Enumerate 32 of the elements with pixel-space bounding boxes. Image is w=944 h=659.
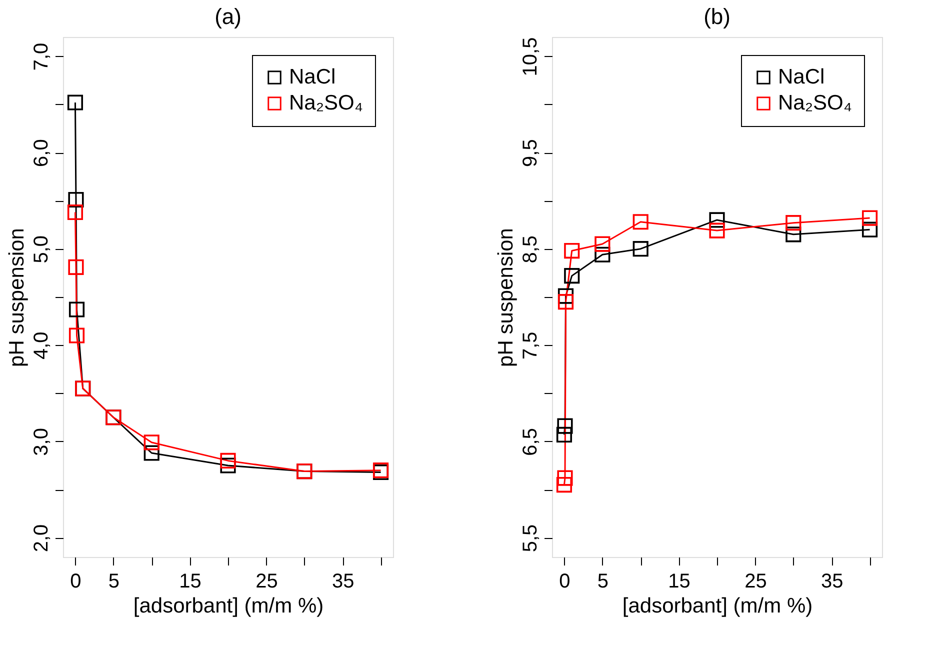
chart-title: (b) <box>704 4 730 29</box>
x-tick-label: 25 <box>744 570 767 592</box>
y-tick-label: 8,5 <box>520 235 542 264</box>
y-tick-label: 4,0 <box>30 332 52 360</box>
y-tick-label: 2,0 <box>30 524 52 552</box>
y-tick-label: 3,0 <box>30 428 52 456</box>
y-tick-label: 6,5 <box>520 428 542 456</box>
y-tick-label: 5,5 <box>520 524 542 552</box>
y-tick-label: 9,5 <box>520 139 542 167</box>
y-axis-title: pH suspension <box>6 228 28 367</box>
legend-label: NaCl <box>778 66 825 88</box>
x-tick-label: 0 <box>70 570 82 592</box>
x-tick-label: 15 <box>668 570 690 592</box>
y-tick-label: 6,0 <box>30 139 52 167</box>
x-tick-label: 15 <box>179 570 202 592</box>
y-tick-label: 7,0 <box>30 42 52 71</box>
legend-label: Na₂SO₄ <box>289 92 363 114</box>
y-tick-label: 10,5 <box>520 37 542 76</box>
x-tick-label: 0 <box>559 570 570 592</box>
x-tick-label: 35 <box>332 570 354 592</box>
x-axis-title: [adsorbant] (m/m %) <box>133 594 324 618</box>
chart-title: (a) <box>214 4 242 29</box>
legend-label: NaCl <box>289 66 336 88</box>
x-tick-label: 5 <box>597 570 608 592</box>
x-tick-label: 5 <box>108 570 120 592</box>
x-tick-label: 25 <box>256 570 278 592</box>
legend-label: Na₂SO₄ <box>778 92 852 114</box>
y-axis-title: pH suspension <box>494 228 518 367</box>
x-tick-label: 35 <box>820 570 844 592</box>
y-tick-label: 5,0 <box>30 235 52 264</box>
y-tick-label: 7,5 <box>520 332 542 360</box>
x-axis-title: [adsorbant] (m/m %) <box>622 594 813 618</box>
